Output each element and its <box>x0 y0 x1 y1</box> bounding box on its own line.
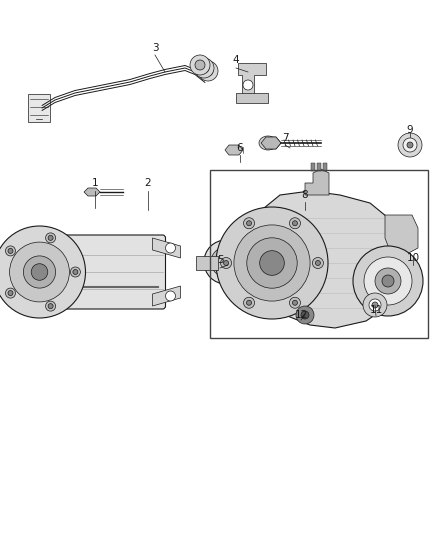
Ellipse shape <box>259 136 277 150</box>
Bar <box>323 163 327 171</box>
Circle shape <box>5 288 15 298</box>
Polygon shape <box>84 188 100 196</box>
Circle shape <box>301 311 309 319</box>
Circle shape <box>247 238 297 288</box>
Circle shape <box>243 80 253 90</box>
Polygon shape <box>261 137 281 149</box>
Circle shape <box>364 257 412 305</box>
Circle shape <box>204 240 248 284</box>
Circle shape <box>8 248 13 253</box>
Circle shape <box>403 138 417 152</box>
Circle shape <box>372 302 378 308</box>
Circle shape <box>0 226 85 318</box>
Text: 12: 12 <box>294 310 307 320</box>
Circle shape <box>290 218 300 229</box>
Polygon shape <box>152 238 180 258</box>
Polygon shape <box>261 137 281 149</box>
Circle shape <box>315 261 321 265</box>
Polygon shape <box>305 169 329 195</box>
Circle shape <box>375 268 401 294</box>
Circle shape <box>293 221 297 226</box>
Text: 11: 11 <box>369 305 383 315</box>
Text: 9: 9 <box>407 125 413 135</box>
Circle shape <box>199 63 209 73</box>
Bar <box>311 163 315 171</box>
Circle shape <box>198 61 218 81</box>
Polygon shape <box>255 191 402 328</box>
Circle shape <box>46 233 56 243</box>
Circle shape <box>23 256 56 288</box>
Circle shape <box>10 242 69 302</box>
Circle shape <box>194 58 214 78</box>
Circle shape <box>8 290 13 296</box>
Text: 2: 2 <box>145 178 151 188</box>
Text: 8: 8 <box>302 190 308 200</box>
Circle shape <box>218 254 234 270</box>
Circle shape <box>247 300 251 305</box>
Circle shape <box>71 267 81 277</box>
Circle shape <box>363 293 387 317</box>
Circle shape <box>31 264 48 280</box>
Circle shape <box>211 247 241 277</box>
Polygon shape <box>152 286 180 306</box>
Circle shape <box>382 275 394 287</box>
Circle shape <box>166 243 176 253</box>
Text: 4: 4 <box>233 55 239 65</box>
Circle shape <box>398 133 422 157</box>
Circle shape <box>46 301 56 311</box>
Circle shape <box>5 246 15 256</box>
FancyBboxPatch shape <box>45 235 166 309</box>
Circle shape <box>290 297 300 308</box>
Circle shape <box>216 207 328 319</box>
Circle shape <box>166 291 176 301</box>
Text: 6: 6 <box>237 143 244 153</box>
Circle shape <box>221 257 232 269</box>
Text: 1: 1 <box>92 178 98 188</box>
Text: 3: 3 <box>152 43 158 53</box>
Bar <box>28 94 50 122</box>
Circle shape <box>369 299 381 311</box>
Polygon shape <box>385 215 418 255</box>
Circle shape <box>203 66 213 76</box>
Circle shape <box>234 225 310 301</box>
Polygon shape <box>225 145 243 155</box>
Circle shape <box>48 304 53 309</box>
Circle shape <box>190 55 210 75</box>
Circle shape <box>353 246 423 316</box>
Polygon shape <box>238 63 266 95</box>
Circle shape <box>223 261 229 265</box>
Circle shape <box>312 257 323 269</box>
Text: 5: 5 <box>217 255 223 265</box>
Circle shape <box>296 306 314 324</box>
Circle shape <box>260 251 284 276</box>
Circle shape <box>48 236 53 240</box>
Text: 7: 7 <box>282 133 288 143</box>
Bar <box>196 256 218 270</box>
Bar <box>236 93 268 103</box>
Circle shape <box>293 300 297 305</box>
Circle shape <box>247 221 251 226</box>
Circle shape <box>244 218 254 229</box>
Text: 10: 10 <box>406 253 420 263</box>
Circle shape <box>244 297 254 308</box>
Bar <box>210 170 428 338</box>
Circle shape <box>195 60 205 70</box>
Bar <box>317 163 321 171</box>
Circle shape <box>407 142 413 148</box>
Circle shape <box>73 270 78 274</box>
